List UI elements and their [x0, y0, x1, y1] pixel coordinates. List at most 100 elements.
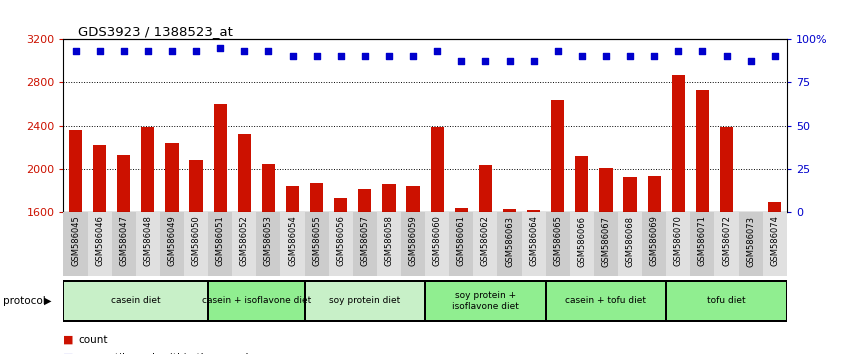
Text: GSM586055: GSM586055 — [312, 216, 321, 266]
Text: ■: ■ — [63, 353, 78, 354]
Text: ▶: ▶ — [44, 296, 52, 306]
Bar — [112, 212, 135, 276]
Text: casein + isoflavone diet: casein + isoflavone diet — [201, 296, 311, 306]
Text: GSM586066: GSM586066 — [577, 216, 586, 267]
Text: GSM586046: GSM586046 — [95, 216, 104, 267]
Bar — [160, 212, 184, 276]
Text: tofu diet: tofu diet — [707, 296, 746, 306]
Bar — [431, 127, 444, 354]
Point — [334, 53, 348, 59]
Bar — [667, 282, 786, 320]
Text: soy protein diet: soy protein diet — [329, 296, 400, 306]
Bar — [281, 212, 305, 276]
Bar — [594, 212, 618, 276]
Point — [165, 48, 179, 54]
Point — [720, 53, 733, 59]
Bar — [551, 100, 564, 354]
Point — [768, 53, 782, 59]
Bar — [376, 212, 401, 276]
Bar — [165, 143, 179, 354]
Text: ■: ■ — [63, 335, 78, 345]
Bar — [672, 75, 685, 354]
Point — [503, 59, 516, 64]
Text: GSM586056: GSM586056 — [336, 216, 345, 267]
Bar — [570, 212, 594, 276]
Bar — [406, 186, 420, 354]
Bar — [261, 164, 275, 354]
Bar — [695, 90, 709, 354]
Bar — [454, 208, 468, 354]
Bar — [358, 189, 371, 354]
Point — [358, 53, 371, 59]
Point — [454, 59, 468, 64]
Text: GSM586071: GSM586071 — [698, 216, 707, 267]
Text: protocol: protocol — [3, 296, 47, 306]
Bar — [305, 212, 328, 276]
Point — [238, 48, 251, 54]
Bar — [190, 160, 203, 354]
Text: GSM586051: GSM586051 — [216, 216, 225, 266]
Point — [527, 59, 541, 64]
Text: GSM586069: GSM586069 — [650, 216, 659, 267]
Bar — [497, 212, 521, 276]
Point — [117, 48, 130, 54]
Text: GSM586074: GSM586074 — [770, 216, 779, 267]
Text: GSM586064: GSM586064 — [529, 216, 538, 267]
Point — [672, 48, 685, 54]
Bar — [87, 212, 112, 276]
Point — [695, 48, 709, 54]
Point — [69, 48, 82, 54]
Bar — [521, 212, 546, 276]
Text: GSM586060: GSM586060 — [432, 216, 442, 267]
Bar — [647, 176, 661, 354]
Text: GSM586070: GSM586070 — [673, 216, 683, 267]
Bar — [426, 212, 449, 276]
Bar — [232, 212, 256, 276]
Bar — [141, 127, 155, 354]
Bar — [642, 212, 666, 276]
Bar — [763, 212, 787, 276]
Bar — [209, 282, 304, 320]
Bar — [184, 212, 208, 276]
Bar — [63, 212, 87, 276]
Bar — [739, 212, 763, 276]
Point — [551, 48, 564, 54]
Point — [213, 45, 227, 50]
Bar — [135, 212, 160, 276]
Text: GSM586062: GSM586062 — [481, 216, 490, 267]
Point — [190, 48, 203, 54]
Bar — [599, 168, 613, 354]
Point — [479, 59, 492, 64]
Text: soy protein +
isoflavone diet: soy protein + isoflavone diet — [452, 291, 519, 310]
Point — [431, 48, 444, 54]
Bar — [503, 209, 516, 354]
Text: GSM586063: GSM586063 — [505, 216, 514, 267]
Bar — [474, 212, 497, 276]
Text: GSM586048: GSM586048 — [143, 216, 152, 267]
Bar — [720, 127, 733, 354]
Text: GSM586045: GSM586045 — [71, 216, 80, 266]
Bar — [213, 104, 227, 354]
Text: GSM586049: GSM586049 — [168, 216, 177, 266]
Bar — [575, 156, 589, 354]
Text: GSM586054: GSM586054 — [288, 216, 297, 266]
Point — [141, 48, 155, 54]
Text: GSM586058: GSM586058 — [384, 216, 393, 267]
Point — [406, 53, 420, 59]
Bar — [401, 212, 425, 276]
Bar — [310, 183, 323, 354]
Bar — [479, 165, 492, 354]
Bar — [744, 213, 757, 354]
Text: GSM586061: GSM586061 — [457, 216, 466, 267]
Point — [93, 48, 107, 54]
Text: GDS3923 / 1388523_at: GDS3923 / 1388523_at — [78, 25, 233, 38]
Bar — [64, 282, 207, 320]
Text: GSM586059: GSM586059 — [409, 216, 418, 266]
Point — [599, 53, 613, 59]
Bar — [667, 212, 690, 276]
Bar — [618, 212, 642, 276]
Text: count: count — [79, 335, 108, 345]
Bar — [382, 184, 396, 354]
Bar — [768, 201, 782, 354]
Point — [382, 53, 396, 59]
